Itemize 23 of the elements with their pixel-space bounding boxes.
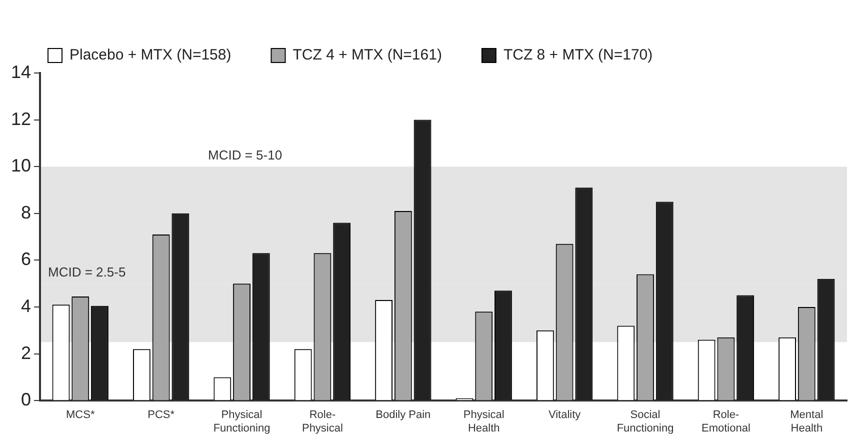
band-label: MCID = 5-10 [208,148,282,163]
legend-label: TCZ 8 + MTX (N=170) [503,46,653,64]
y-tick-label: 10 [10,156,32,176]
y-tick-label: 14 [10,62,32,82]
band-label: MCID = 2.5-5 [48,264,126,280]
y-tick-label: 6 [21,249,32,270]
legend-label: TCZ 4 + MTX (N=161) [292,46,442,64]
y-tick-label: 12 [10,108,32,129]
x-tick-label: Role-Physical [302,409,343,434]
x-tick-label: Bodily Pain [376,409,431,422]
x-tick-label: Vitality [548,409,582,422]
y-tick-label: 4 [21,296,32,316]
x-tick-label: Social Functioning [616,409,674,434]
x-tick-label: Mental Health [790,409,824,434]
y-tick-label: 2 [21,342,32,363]
x-tick-label: Physical Health [463,409,504,434]
x-tick-label: MCS* [66,409,96,422]
y-tick-label: 0 [21,390,32,410]
x-tick-label: Physical Functioning [213,409,270,434]
x-tick-label: PCS* [148,409,176,422]
x-tick-label: Role-Emotional [701,409,750,434]
y-tick-label: 8 [21,202,32,222]
legend-label: Placebo + MTX (N=158) [70,46,232,64]
